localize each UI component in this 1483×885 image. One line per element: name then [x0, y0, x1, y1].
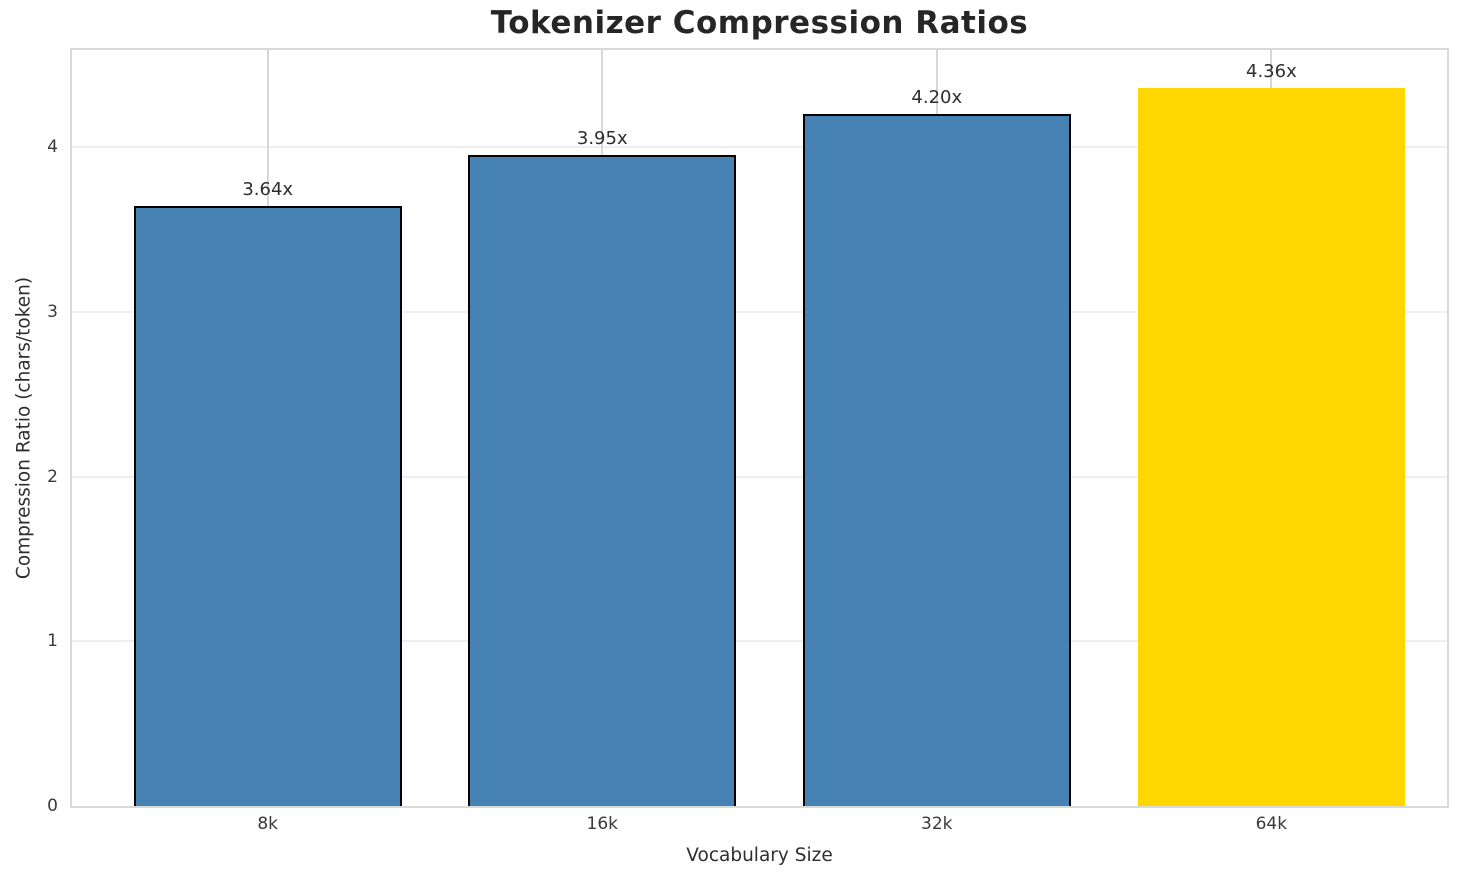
bar — [802, 114, 1071, 806]
bar-value-label: 4.36x — [1245, 60, 1297, 82]
bar — [468, 155, 737, 806]
x-tick-label: 32k — [921, 814, 953, 834]
horizontal-gridline — [72, 146, 1447, 149]
y-tick-label: 1 — [47, 631, 58, 652]
horizontal-gridline — [72, 475, 1447, 478]
x-axis-ticks: 8k 16k 32k 64k — [72, 814, 1447, 840]
y-tick-label: 3 — [47, 301, 58, 322]
y-axis-ticks: 0 1 2 3 4 — [0, 50, 58, 816]
x-tick-label: 16k — [586, 814, 618, 834]
plot-area: 3.64x 3.95x 4.20x 4.36x — [70, 48, 1449, 808]
bar-value-label: 3.95x — [576, 128, 628, 150]
bar-value-label: 4.20x — [911, 87, 963, 109]
x-tick-label: 8k — [257, 814, 279, 834]
y-tick-label: 4 — [47, 137, 58, 158]
x-axis-label: Vocabulary Size — [686, 845, 833, 866]
bar — [1137, 87, 1406, 806]
horizontal-gridline — [72, 310, 1447, 313]
bar-value-label: 3.64x — [242, 179, 294, 201]
x-tick-label: 64k — [1255, 814, 1288, 834]
y-tick-label: 2 — [47, 466, 58, 487]
bar — [133, 206, 402, 806]
horizontal-gridline — [72, 640, 1447, 643]
y-tick-label: 0 — [47, 796, 58, 816]
chart-title: Tokenizer Compression Ratios — [490, 5, 1029, 41]
